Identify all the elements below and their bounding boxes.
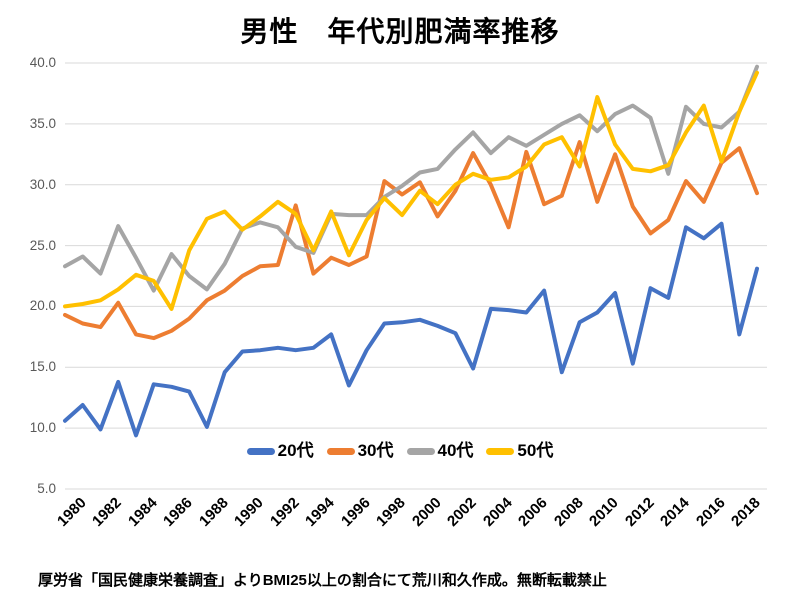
legend-item-50代: 50代 bbox=[486, 441, 553, 461]
y-tick-label: 10.0 bbox=[29, 420, 56, 435]
y-tick-label: 20.0 bbox=[29, 298, 56, 313]
chart-title: 男性 年代別肥満率推移 bbox=[240, 16, 560, 47]
y-tick-label: 5.0 bbox=[37, 481, 56, 496]
legend-label: 20代 bbox=[277, 441, 314, 460]
series-line-50代 bbox=[63, 70, 759, 311]
legend-line-swatch-icon bbox=[326, 447, 355, 455]
legend-line-swatch-icon bbox=[246, 447, 275, 455]
series-line-20代 bbox=[63, 221, 759, 438]
legend-label: 40代 bbox=[437, 441, 474, 460]
series-line-40代 bbox=[63, 64, 759, 293]
y-tick-label: 35.0 bbox=[29, 116, 56, 131]
legend-label: 50代 bbox=[517, 441, 554, 460]
y-tick-label: 40.0 bbox=[29, 55, 56, 70]
y-tick-label: 15.0 bbox=[29, 359, 56, 374]
legend-line-swatch-icon bbox=[486, 447, 515, 455]
legend-item-40代: 40代 bbox=[406, 441, 474, 461]
y-tick-label: 25.0 bbox=[29, 238, 56, 253]
legend-item-20代: 20代 bbox=[246, 441, 314, 461]
legend-line-swatch-icon bbox=[406, 447, 435, 455]
legend-label: 30代 bbox=[357, 441, 394, 460]
source-attribution-text: 厚労省「国民健康栄養調査」よりBMI25以上の割合にて荒川和久作成。無断転載禁止 bbox=[38, 572, 607, 589]
chart-legend: 20代 30代 40代 50代 bbox=[0, 441, 800, 461]
series-line-30代 bbox=[63, 140, 759, 341]
y-tick-label: 30.0 bbox=[29, 177, 56, 192]
legend-item-30代: 30代 bbox=[326, 441, 394, 461]
